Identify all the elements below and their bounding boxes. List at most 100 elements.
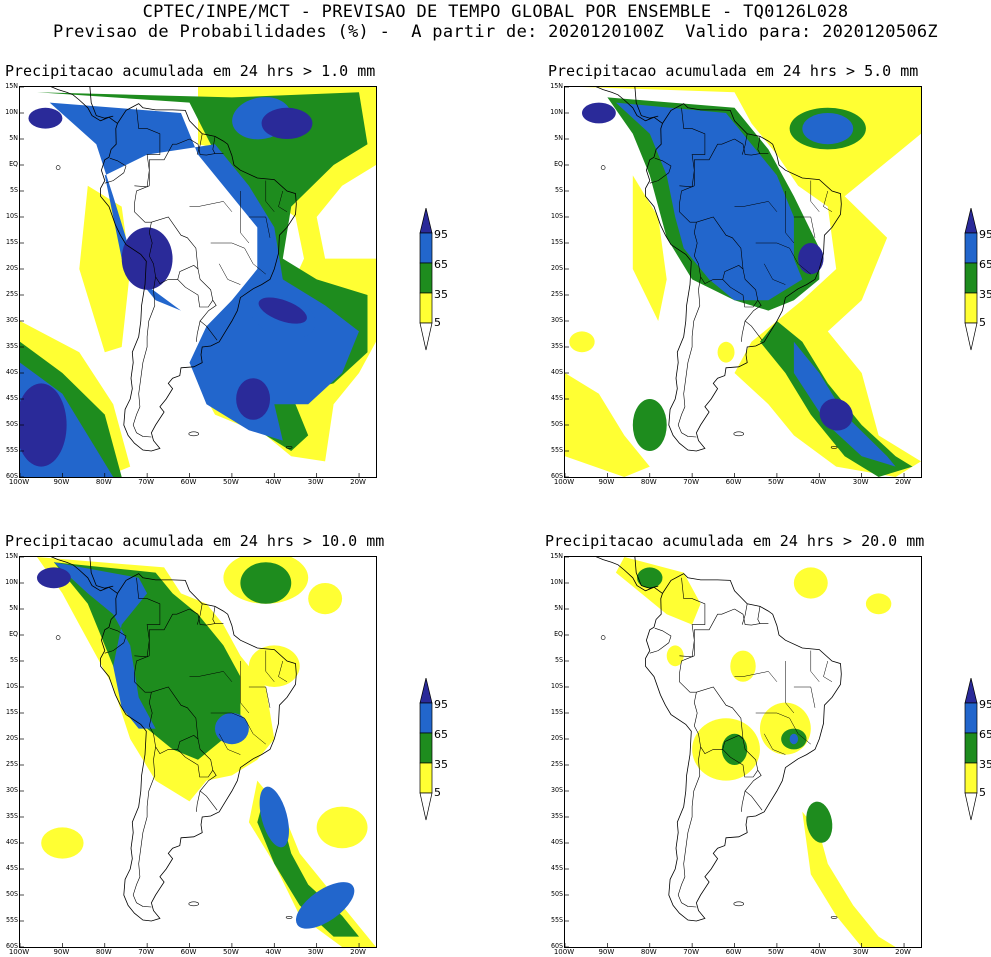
colorbar-bottom	[419, 792, 433, 821]
lon-label: 50W	[222, 948, 239, 956]
lat-label: 30S	[550, 316, 563, 324]
lat-label: 15N	[550, 552, 563, 560]
lat-label: 60S	[550, 942, 563, 950]
lon-label: 70W	[683, 948, 700, 956]
field-95pct	[581, 102, 853, 431]
colorbar-label: 35	[434, 758, 448, 771]
lat-label: EQ	[9, 630, 18, 638]
lat-label: 25S	[5, 760, 18, 768]
lat-label: 10N	[550, 108, 563, 116]
lat-label: EQ	[9, 160, 18, 168]
lon-label: 50W	[767, 478, 784, 486]
colorbar-top-95	[419, 207, 433, 234]
lon-label: 70W	[138, 948, 155, 956]
lon-label: 60W	[725, 948, 742, 956]
map-panel-3	[19, 556, 377, 948]
colorbar-label: 5	[434, 316, 441, 329]
map-panel-4	[564, 556, 922, 948]
colorbar-label: 65	[434, 728, 448, 741]
lat-label: 55S	[550, 916, 563, 924]
colorbar-band-65	[419, 702, 433, 734]
colorbar-label: 35	[979, 758, 991, 771]
lon-label: 90W	[598, 948, 615, 956]
lon-label: 90W	[53, 478, 70, 486]
lat-label: 5S	[554, 186, 563, 194]
central-america-outline	[595, 557, 663, 594]
colorbar-top-95	[419, 677, 433, 704]
lon-label: 40W	[265, 478, 282, 486]
figure-subtitle: Previsao de Probabilidades (%) - A parti…	[53, 22, 938, 42]
lon-label: 60W	[725, 478, 742, 486]
lat-label: 30S	[550, 786, 563, 794]
lat-label: EQ	[554, 630, 563, 638]
central-america-outline	[595, 87, 663, 124]
colorbar-band-35	[419, 732, 433, 764]
lon-label: 80W	[640, 478, 657, 486]
colorbar-label: 5	[434, 786, 441, 799]
lon-label: 20W	[350, 478, 366, 486]
field-5pct	[615, 557, 896, 947]
colorbar-label: 5	[979, 316, 986, 329]
lat-label: 40S	[550, 368, 563, 376]
field-65pct	[53, 562, 355, 929]
lon-label: 70W	[138, 478, 155, 486]
lat-label: 15S	[550, 238, 563, 246]
lat-label: 55S	[5, 916, 18, 924]
colorbar-band-35	[964, 262, 978, 294]
lat-label: 60S	[550, 472, 563, 480]
lat-label: 50S	[550, 890, 563, 898]
lat-label: 5S	[9, 186, 18, 194]
colorbar-band-65	[964, 232, 978, 264]
lat-label: 15S	[550, 708, 563, 716]
colorbar-bottom	[964, 792, 978, 821]
colorbar-band-5	[964, 762, 978, 794]
colorbar-band-5	[419, 292, 433, 324]
lat-label: 40S	[5, 368, 18, 376]
lon-label: 50W	[222, 478, 239, 486]
lat-label: 25S	[550, 760, 563, 768]
lat-label: 20S	[5, 264, 18, 272]
lat-label: 10S	[5, 682, 18, 690]
lon-label: 100W	[553, 478, 575, 486]
lat-label: 45S	[550, 864, 563, 872]
colorbar-bottom	[964, 322, 978, 351]
lat-label: 25S	[5, 290, 18, 298]
lat-label: 20S	[550, 734, 563, 742]
lat-label: 60S	[5, 942, 18, 950]
central-america-outline	[50, 557, 118, 594]
colorbar-2: 95 65 35 5	[964, 207, 991, 358]
colorbar-1: 95 65 35 5	[419, 207, 479, 358]
lon-label: 100W	[8, 948, 30, 956]
lat-label: 5S	[9, 656, 18, 664]
lon-label: 100W	[553, 948, 575, 956]
lat-label: 25S	[550, 290, 563, 298]
lat-label: 35S	[550, 342, 563, 350]
colorbar-band-35	[419, 262, 433, 294]
colorbar-band-35	[964, 732, 978, 764]
lon-label: 40W	[810, 478, 827, 486]
lat-label: 50S	[550, 420, 563, 428]
lat-label: 50S	[5, 890, 18, 898]
field-5pct	[565, 87, 921, 477]
lon-label: 20W	[895, 948, 911, 956]
lat-label: 45S	[5, 864, 18, 872]
colorbar-label: 95	[434, 228, 448, 241]
lat-label: 10N	[550, 578, 563, 586]
lat-label: 5N	[554, 134, 563, 142]
lon-label: 90W	[53, 948, 70, 956]
lat-label: 5S	[554, 656, 563, 664]
colorbar-band-5	[964, 292, 978, 324]
lat-label: 55S	[5, 446, 18, 454]
lat-label: 5N	[9, 604, 18, 612]
lon-label: 60W	[180, 478, 197, 486]
continent-outline	[645, 573, 842, 922]
panel-title-2: Precipitacao acumulada em 24 hrs > 5.0 m…	[548, 62, 919, 80]
colorbar-label: 65	[979, 728, 991, 741]
field-95pct	[36, 567, 71, 589]
lat-label: 30S	[5, 316, 18, 324]
map-panel-1	[19, 86, 377, 478]
lon-label: 40W	[810, 948, 827, 956]
lat-label: EQ	[554, 160, 563, 168]
lon-label: 60W	[180, 948, 197, 956]
continent-outline	[100, 573, 297, 922]
